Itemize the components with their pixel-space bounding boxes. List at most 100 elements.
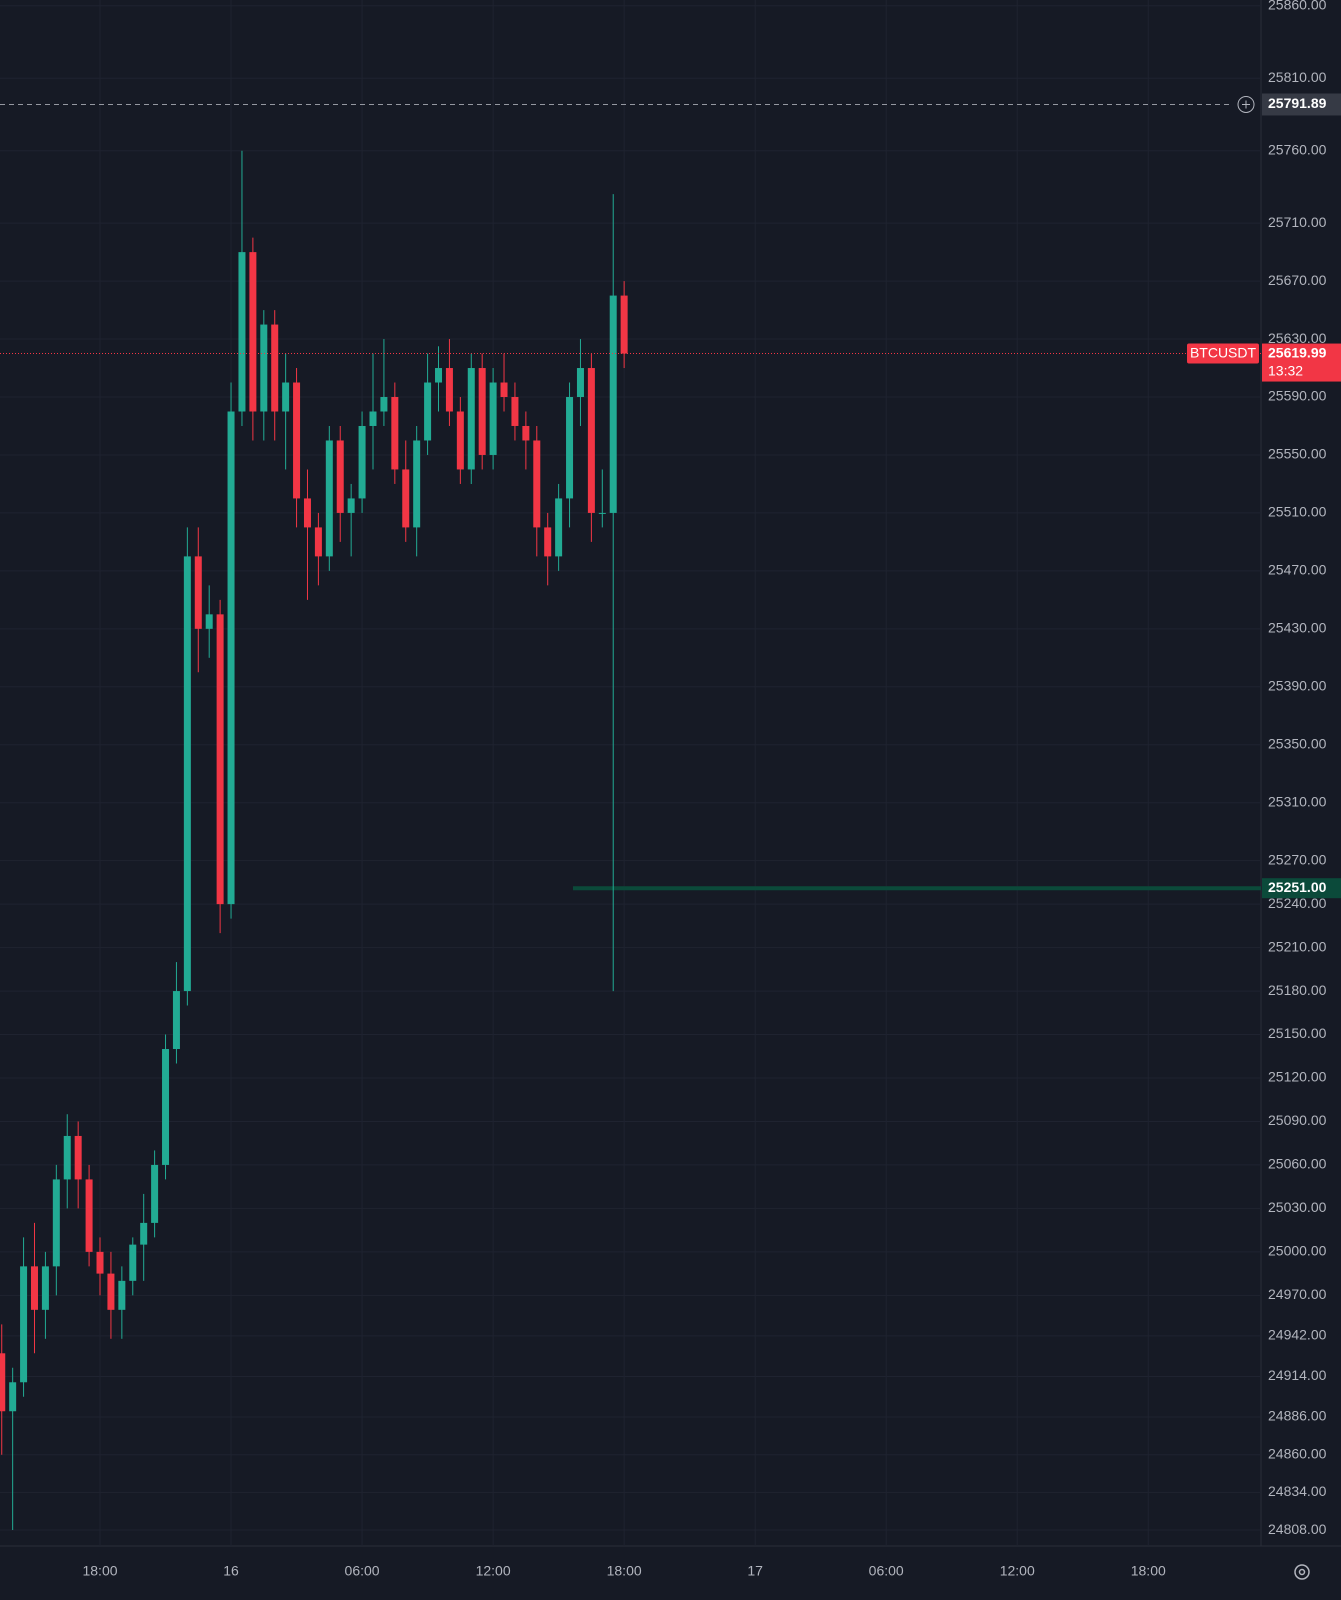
last-price-bg (1262, 343, 1341, 382)
y-tick-label: 24808.00 (1268, 1521, 1327, 1537)
alert-label: 25791.89 (1268, 95, 1327, 111)
y-tick-label: 24942.00 (1268, 1327, 1327, 1343)
y-tick-label: 25270.00 (1268, 851, 1327, 867)
countdown-label: 13:32 (1268, 362, 1303, 378)
icon-circle (1237, 95, 1255, 113)
candle-body (162, 1049, 170, 1165)
candle-body (576, 368, 584, 398)
x-tick-label: 17 (747, 1563, 763, 1579)
symbol-label: BTCUSDT (1190, 344, 1257, 360)
candle-body (478, 368, 486, 455)
candle-body (260, 324, 268, 412)
candle-body (293, 382, 301, 499)
y-tick-label: 25630.00 (1268, 330, 1327, 346)
candle-body (282, 382, 290, 412)
settings-icon[interactable] (1294, 1564, 1310, 1580)
y-tick-label: 25030.00 (1268, 1199, 1327, 1215)
candle-body (249, 252, 257, 412)
y-tick-label: 24970.00 (1268, 1286, 1327, 1302)
candle-body (445, 368, 453, 412)
candle-body (544, 527, 552, 557)
candle-body (522, 425, 530, 441)
y-tick-label: 25710.00 (1268, 214, 1327, 230)
x-tick-label: 18:00 (82, 1563, 117, 1579)
candle-body (140, 1222, 148, 1245)
y-tick-label: 25000.00 (1268, 1243, 1327, 1259)
candle-body (30, 1266, 38, 1310)
y-tick-label: 25060.00 (1268, 1156, 1327, 1172)
candle-body (96, 1251, 104, 1274)
y-tick-label: 25550.00 (1268, 446, 1327, 462)
candle-body (314, 527, 322, 557)
y-tick-label: 25090.00 (1268, 1112, 1327, 1128)
candle-body (435, 368, 443, 383)
x-tick-label: 12:00 (1000, 1563, 1035, 1579)
candle-body (391, 397, 399, 470)
x-tick-label: 06:00 (345, 1563, 380, 1579)
y-tick-label: 25760.00 (1268, 141, 1327, 157)
y-tick-label: 25670.00 (1268, 272, 1327, 288)
y-tick-label: 25390.00 (1268, 677, 1327, 693)
y-tick-label: 25430.00 (1268, 620, 1327, 636)
y-tick-label: 25590.00 (1268, 388, 1327, 404)
candle-body (533, 440, 541, 528)
candle-body (566, 397, 574, 499)
y-tick-label: 25120.00 (1268, 1069, 1327, 1085)
candle-body (620, 295, 628, 354)
y-tick-label: 25180.00 (1268, 982, 1327, 998)
candle-body (347, 498, 355, 513)
candle-body (107, 1273, 115, 1310)
y-tick-label: 25860.00 (1268, 0, 1327, 12)
candle-body (0, 1353, 6, 1412)
candle-body (325, 440, 333, 557)
candle-body (238, 252, 246, 412)
candle-body (271, 324, 279, 412)
price-label-bg (1262, 878, 1341, 899)
candle-body (511, 397, 519, 426)
candle-body (52, 1179, 60, 1267)
price-label: 25251.00 (1268, 879, 1327, 895)
last-price-label: 25619.99 (1268, 344, 1327, 360)
grid (0, 0, 1261, 1546)
y-tick-label: 25150.00 (1268, 1025, 1327, 1041)
candle-body (129, 1244, 137, 1281)
symbol-label-bg (1187, 343, 1259, 364)
candle-body (216, 614, 224, 905)
candle-body (20, 1266, 28, 1383)
candle-body (555, 498, 563, 557)
alert-label-bg (1262, 93, 1341, 116)
x-tick-label: 16 (223, 1563, 239, 1579)
x-tick-label: 06:00 (869, 1563, 904, 1579)
candle-body (424, 382, 432, 441)
candle-body (205, 614, 213, 629)
candle-body (151, 1164, 159, 1223)
candle-body (369, 411, 377, 426)
add-alert-icon[interactable] (1237, 95, 1255, 113)
y-tick-label: 25310.00 (1268, 793, 1327, 809)
candle-body (609, 295, 617, 513)
candle-body (598, 512, 606, 514)
x-tick-label: 18:00 (607, 1563, 642, 1579)
candle-body (172, 991, 180, 1050)
candle-body (194, 556, 202, 629)
y-tick-label: 24860.00 (1268, 1445, 1327, 1461)
candle-body (358, 425, 366, 499)
y-tick-label: 24886.00 (1268, 1408, 1327, 1424)
candle-body (118, 1280, 126, 1310)
x-tick-label: 12:00 (476, 1563, 511, 1579)
y-tick-label: 25210.00 (1268, 938, 1327, 954)
candle-body (63, 1135, 71, 1180)
y-tick-label: 25240.00 (1268, 895, 1327, 911)
candle-body (456, 411, 464, 470)
candle-body (489, 382, 497, 455)
candle-body (467, 368, 475, 470)
candle-body (336, 440, 344, 513)
candle-body (303, 498, 311, 528)
y-tick-label: 24834.00 (1268, 1483, 1327, 1499)
y-tick-label: 25810.00 (1268, 69, 1327, 85)
x-tick-label: 18:00 (1131, 1563, 1166, 1579)
candle-body (85, 1179, 93, 1252)
candle-body (413, 440, 421, 528)
